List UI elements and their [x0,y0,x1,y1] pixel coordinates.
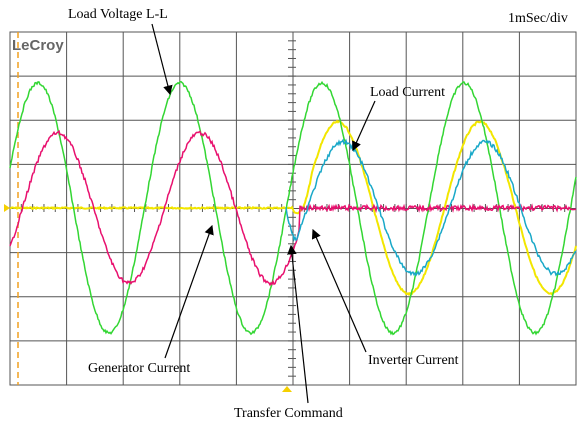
label-load-voltage: Load Voltage L-L [68,7,168,22]
label-inverter-current: Inverter Current [368,353,459,368]
label-load-current: Load Current [370,85,445,100]
trigger-marker [282,386,292,392]
level-marker [4,204,10,212]
label-generator-current: Generator Current [88,361,190,376]
oscilloscope-figure: LeCroy 1mSec/div Load Voltage L-L Load C… [0,0,577,424]
brand-logo: LeCroy [12,37,64,54]
time-scale: 1mSec/div [508,11,568,26]
label-transfer-command: Transfer Command [234,406,343,421]
